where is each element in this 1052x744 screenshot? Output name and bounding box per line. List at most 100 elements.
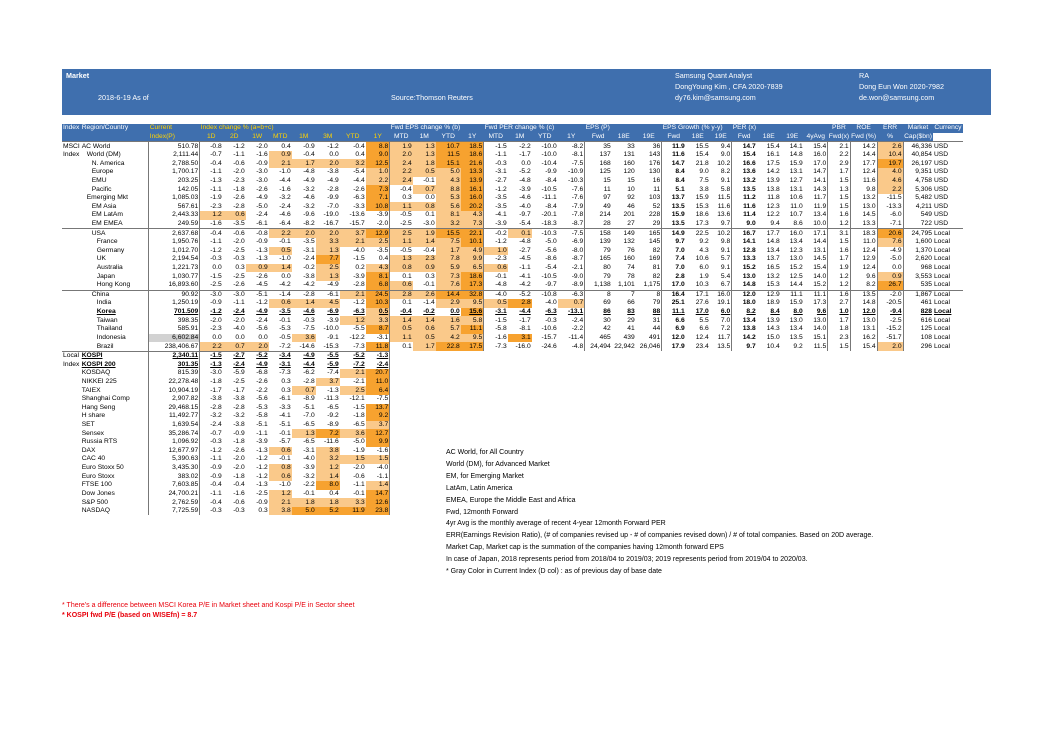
index-change: 3.7 bbox=[315, 377, 340, 387]
index-change: -1.8 bbox=[233, 438, 245, 446]
per-value: 11.7 bbox=[803, 193, 829, 203]
index-change: -1.3 bbox=[256, 446, 268, 454]
index-change: -1.1 bbox=[210, 455, 222, 463]
eps-value: 143 bbox=[635, 150, 663, 160]
eps-change: 4.9 bbox=[460, 246, 485, 256]
index-change: -2.4 bbox=[233, 308, 245, 316]
per-change: -10.0 bbox=[531, 141, 558, 151]
eps-change: 15.5 bbox=[435, 228, 461, 238]
group-label bbox=[62, 228, 81, 238]
index-change: -6.5 bbox=[327, 403, 339, 411]
eps-value: 92 bbox=[627, 194, 635, 202]
column-header: 1W bbox=[245, 132, 269, 142]
per-change: -9.7 bbox=[545, 281, 557, 289]
index-change: -4.2 bbox=[279, 281, 291, 289]
index-change: -4.2 bbox=[303, 281, 315, 289]
pbr-value: 1.2 bbox=[827, 219, 851, 229]
eps-change: 4.3 bbox=[435, 176, 461, 186]
index-change: -2.6 bbox=[256, 377, 268, 385]
per-value: 13.0 bbox=[742, 272, 756, 280]
currency: USD bbox=[933, 220, 949, 227]
eps-value: 15 bbox=[627, 176, 635, 184]
market-cap: 2,620 bbox=[915, 255, 932, 263]
index-change: 3.3 bbox=[339, 498, 366, 507]
eps-growth: 9.0 bbox=[699, 168, 709, 176]
index-change: -0.8 bbox=[245, 228, 269, 238]
index-name: DAX bbox=[80, 446, 150, 456]
column-header: Fwd (%) bbox=[850, 132, 878, 142]
index-name: Sensex bbox=[80, 429, 150, 438]
table-row: Taiwan 398.35 -2.0 -2.0 -2.4 -0.1 -0.3 -3.9 1.2 3… bbox=[62, 316, 963, 326]
index-change: -3.0 bbox=[222, 289, 246, 300]
current-index: 1,700.17 bbox=[148, 168, 201, 177]
per-value: 13.6 bbox=[742, 168, 756, 176]
column-header: Fwd PER change % (c) bbox=[483, 124, 585, 133]
currency: USD bbox=[933, 211, 949, 219]
footnote-diff: * There's a difference between MSCI Kore… bbox=[62, 602, 355, 609]
index-change: 0.4 bbox=[365, 255, 391, 264]
region-name: N. America bbox=[80, 159, 150, 169]
per-change: -20.1 bbox=[541, 211, 557, 219]
group-label bbox=[62, 202, 81, 211]
eps-change: 18.6 bbox=[460, 150, 485, 160]
local-index-row: Local KOSPI 2,340.11 -1.5 -2.7 -5.2 -3.4 -4.9 -5… bbox=[62, 350, 963, 361]
eps-value: 49 bbox=[603, 202, 611, 210]
column-header: MTD bbox=[483, 132, 508, 142]
per-change: -5.2 bbox=[507, 289, 532, 300]
region-name: Thailand bbox=[80, 325, 150, 334]
index-change: -1.3 bbox=[256, 255, 268, 263]
per-change: -8.1 bbox=[557, 150, 586, 160]
eps-value: 30 bbox=[603, 316, 611, 324]
index-change: -3.1 bbox=[279, 360, 291, 368]
eps-growth: 9.7 bbox=[675, 238, 685, 246]
per-value: 14.0 bbox=[803, 272, 829, 281]
eps-change: 1.1 bbox=[389, 202, 413, 212]
index-change: -4.6 bbox=[279, 211, 291, 219]
per-change: -7.8 bbox=[557, 211, 586, 220]
eps-change: 13.9 bbox=[460, 176, 485, 186]
err-value: 2.6 bbox=[877, 141, 904, 151]
region-name: China bbox=[80, 289, 150, 300]
per-change: -4.1 bbox=[519, 272, 531, 280]
table-row: USA 2,637.68 -0.4 -0.6 -0.8 2.2 2.0 2.0 3.7 12.9 2… bbox=[62, 228, 963, 238]
eps-growth: 16.4 bbox=[661, 289, 686, 300]
eps-value: 83 bbox=[627, 308, 635, 316]
index-change: -0.3 bbox=[210, 507, 222, 515]
index-change: -2.2 bbox=[303, 481, 315, 489]
index-change: -1.1 bbox=[233, 299, 245, 307]
table-row: N. America 2,788.50 -0.4 -0.6 -0.9 2.1 1.7 2.0 3… bbox=[62, 159, 963, 169]
market-cap: 24,795 bbox=[903, 228, 933, 238]
index-change: -0.1 bbox=[279, 429, 291, 437]
per-value: 10.4 bbox=[766, 342, 780, 350]
analyst-name: DongYoung Kim , CFA 2020-7839 bbox=[675, 82, 783, 91]
per-change: -4.2 bbox=[519, 281, 531, 289]
column-header: Fwd bbox=[661, 132, 686, 142]
eps-value: 120 bbox=[623, 168, 635, 176]
index-change: -6.5 bbox=[353, 421, 365, 429]
roe-value: 13.2 bbox=[850, 193, 878, 203]
current-index: 2,637.68 bbox=[148, 228, 201, 238]
index-name: KOSPI bbox=[80, 350, 150, 361]
roe-value: 11.0 bbox=[850, 237, 878, 247]
eps-change: 0.6 bbox=[389, 280, 413, 291]
local-index-row: Dow Jones 24,700.21 -1.1 -1.6 -2.5 1.2 -0.1 0.4… bbox=[62, 489, 963, 499]
roe-value: 8.2 bbox=[850, 280, 878, 291]
column-header: 1Y bbox=[365, 132, 390, 142]
eps-growth: 10.2 bbox=[709, 228, 733, 238]
per-change: -0.1 bbox=[495, 272, 507, 280]
index-change: -1.2 bbox=[256, 472, 268, 480]
index-change: 12.5 bbox=[365, 159, 391, 169]
pbr-value: 1.7 bbox=[827, 168, 851, 177]
index-change: -2.4 bbox=[210, 421, 222, 429]
per-change: -4.0 bbox=[545, 299, 557, 307]
group-label bbox=[62, 386, 81, 395]
current-index: 2,443.33 bbox=[148, 211, 201, 220]
per-value: 13.7 bbox=[766, 255, 780, 263]
column-header: YTD bbox=[435, 132, 461, 142]
index-change: -19.0 bbox=[323, 211, 339, 219]
index-change: 0.6 bbox=[222, 211, 246, 220]
eps-value: 125 bbox=[599, 168, 611, 176]
pbr-value: 1.3 bbox=[827, 185, 851, 194]
index-change: -0.6 bbox=[233, 159, 245, 167]
column-header: 3M bbox=[315, 132, 340, 142]
